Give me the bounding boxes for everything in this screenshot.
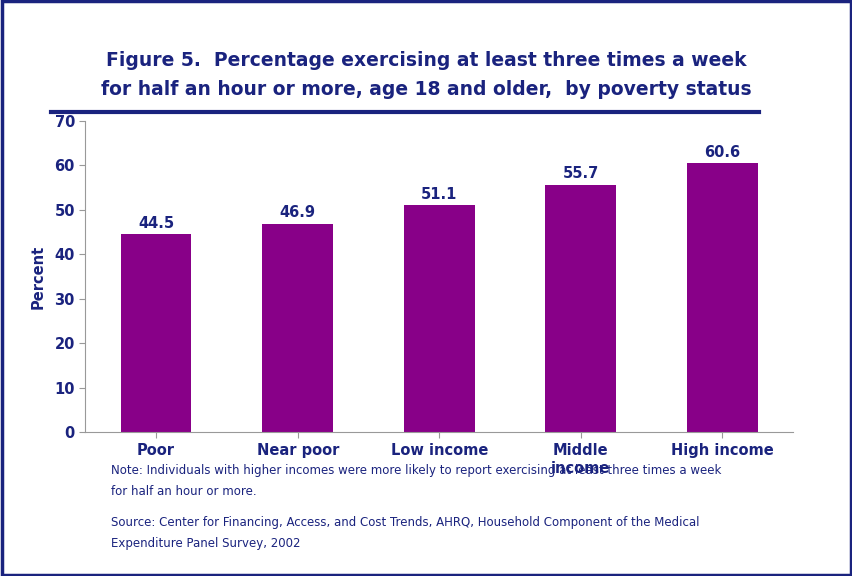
Text: for half an hour or more.: for half an hour or more. <box>111 485 256 498</box>
Text: Note: Individuals with higher incomes were more likely to report exercising at l: Note: Individuals with higher incomes we… <box>111 464 721 477</box>
Text: Figure 5.  Percentage exercising at least three times a week: Figure 5. Percentage exercising at least… <box>106 51 746 70</box>
Bar <box>404 205 474 432</box>
Text: 55.7: 55.7 <box>562 166 598 181</box>
Text: 60.6: 60.6 <box>704 145 740 160</box>
Bar <box>121 234 191 432</box>
Text: for half an hour or more, age 18 and older,  by poverty status: for half an hour or more, age 18 and old… <box>101 80 751 98</box>
Bar <box>262 223 332 432</box>
Text: Expenditure Panel Survey, 2002: Expenditure Panel Survey, 2002 <box>111 537 300 550</box>
Text: 46.9: 46.9 <box>279 206 315 221</box>
Text: 44.5: 44.5 <box>138 216 174 231</box>
Text: Source: Center for Financing, Access, and Cost Trends, AHRQ, Household Component: Source: Center for Financing, Access, an… <box>111 516 699 529</box>
Bar <box>545 184 615 432</box>
Y-axis label: Percent: Percent <box>31 244 46 309</box>
Text: 51.1: 51.1 <box>421 187 457 202</box>
Bar <box>687 163 757 432</box>
